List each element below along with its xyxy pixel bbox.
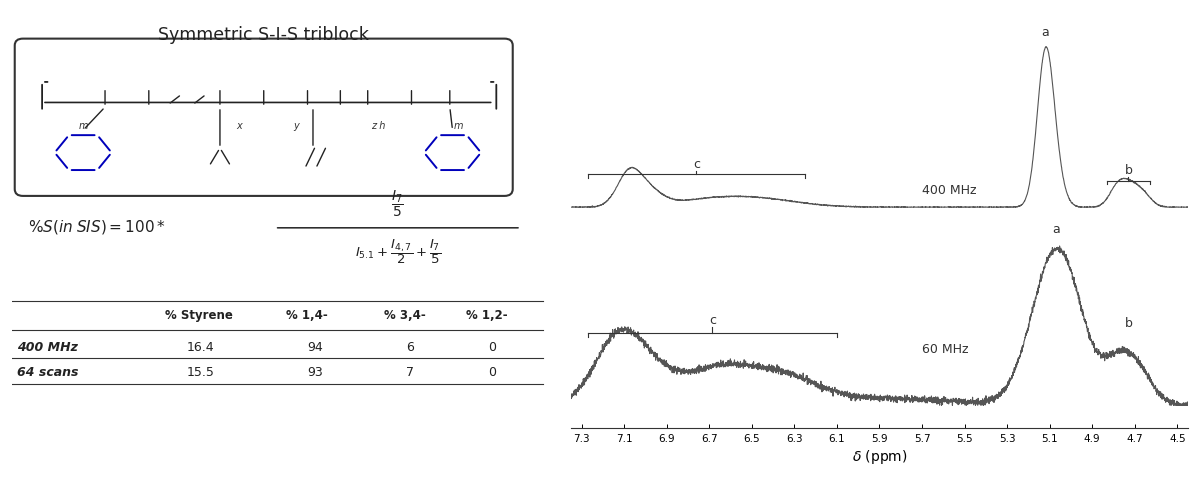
Text: 400 MHz: 400 MHz <box>18 340 78 353</box>
Text: m: m <box>454 121 463 131</box>
Text: x: x <box>236 121 242 131</box>
Text: m: m <box>78 121 88 131</box>
Text: 60 MHz: 60 MHz <box>922 342 968 355</box>
Text: 16.4: 16.4 <box>187 340 215 353</box>
Text: y: y <box>294 121 300 131</box>
Text: 7: 7 <box>406 365 414 378</box>
Text: % Styrene: % Styrene <box>166 308 233 321</box>
Text: 6: 6 <box>406 340 414 353</box>
Text: 400 MHz: 400 MHz <box>922 184 977 197</box>
Text: b: b <box>1124 317 1133 329</box>
Text: $I_{5.1} + \dfrac{I_{4,7}}{2} + \dfrac{I_7}{5}$: $I_{5.1} + \dfrac{I_{4,7}}{2} + \dfrac{I… <box>355 237 440 266</box>
Text: a: a <box>1052 223 1060 236</box>
Text: 64 scans: 64 scans <box>18 365 79 378</box>
Text: a: a <box>1042 26 1049 39</box>
Text: 94: 94 <box>307 340 323 353</box>
Text: c: c <box>692 157 700 170</box>
Text: 0: 0 <box>488 365 496 378</box>
Text: $\%S(\mathit{in\;SIS}) = 100 * $: $\%S(\mathit{in\;SIS}) = 100 * $ <box>29 217 167 235</box>
Text: c: c <box>709 313 716 326</box>
Text: b: b <box>1124 164 1133 177</box>
Text: z h: z h <box>372 121 386 131</box>
X-axis label: $\delta$ (ppm): $\delta$ (ppm) <box>852 447 907 465</box>
FancyBboxPatch shape <box>14 40 512 197</box>
Text: % 1,2-: % 1,2- <box>467 308 508 321</box>
Text: 15.5: 15.5 <box>187 365 215 378</box>
Text: Symmetric S-I-S triblock: Symmetric S-I-S triblock <box>158 26 370 44</box>
Text: 0: 0 <box>488 340 496 353</box>
Text: 93: 93 <box>307 365 323 378</box>
Text: $\dfrac{I_7}{5}$: $\dfrac{I_7}{5}$ <box>391 188 404 219</box>
Text: % 3,4-: % 3,4- <box>384 308 426 321</box>
Text: % 1,4-: % 1,4- <box>286 308 328 321</box>
